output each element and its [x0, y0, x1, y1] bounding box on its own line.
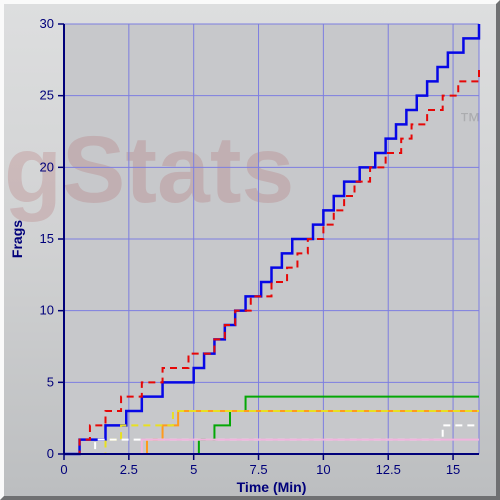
chart-svg: ngStats™02.557.51012.515051015202530Time… — [4, 4, 496, 496]
ytick-label: 15 — [40, 231, 54, 246]
xtick-label: 5 — [190, 462, 197, 477]
xtick-label: 12.5 — [376, 462, 401, 477]
xtick-label: 7.5 — [249, 462, 267, 477]
ytick-label: 5 — [47, 374, 54, 389]
y-axis-label: Frags — [9, 220, 25, 258]
xtick-label: 0 — [60, 462, 67, 477]
plot-wrap: ngStats™02.557.51012.515051015202530Time… — [4, 4, 496, 496]
chart-frame: ngStats™02.557.51012.515051015202530Time… — [0, 0, 500, 500]
xtick-label: 10 — [316, 462, 330, 477]
x-axis-label: Time (Min) — [237, 479, 307, 495]
ytick-label: 0 — [47, 446, 54, 461]
ytick-label: 25 — [40, 88, 54, 103]
ytick-label: 10 — [40, 303, 54, 318]
xtick-label: 15 — [446, 462, 460, 477]
xtick-label: 2.5 — [120, 462, 138, 477]
ytick-label: 20 — [40, 159, 54, 174]
watermark-tm: ™ — [459, 108, 481, 133]
ytick-label: 30 — [40, 16, 54, 31]
